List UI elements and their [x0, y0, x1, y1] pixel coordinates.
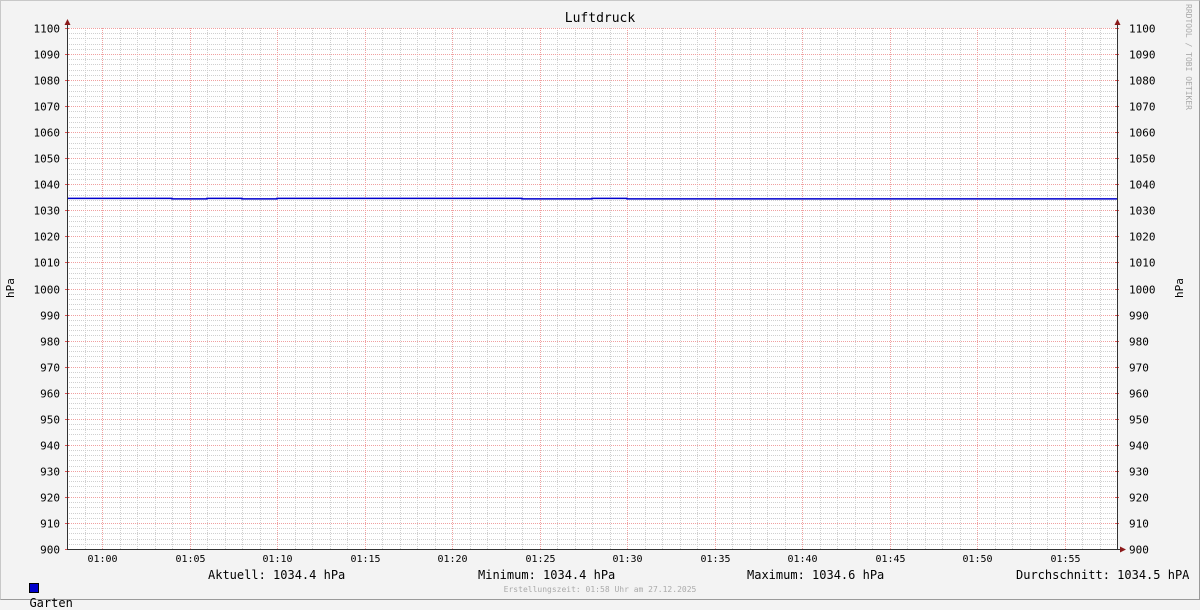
y-tick-label: 1020 [34, 231, 61, 244]
legend-current: Aktuell: 1034.4 hPa [208, 568, 346, 582]
y-tick-label: 920 [40, 492, 60, 505]
y-tick-label: 980 [40, 336, 60, 349]
x-tick-label: 01:35 [700, 554, 730, 565]
x-tick-label: 01:30 [612, 554, 642, 565]
y-tick-label-right: 970 [1129, 362, 1149, 375]
y-tick-label: 990 [40, 310, 60, 323]
y-tick-label-right: 1030 [1129, 205, 1156, 218]
y-tick-label: 1010 [34, 257, 61, 270]
y-tick-label-right: 990 [1129, 310, 1149, 323]
y-tick-label-right: 930 [1129, 466, 1149, 479]
y-axis-label: hPa [4, 278, 17, 298]
y-tick-label-right: 1040 [1129, 179, 1156, 192]
y-tick-label: 940 [40, 440, 60, 453]
y-tick-label: 1040 [34, 179, 61, 192]
y-tick-label-right: 1100 [1129, 23, 1156, 36]
y-tick-label-right: 980 [1129, 336, 1149, 349]
y-tick-label: 1000 [34, 284, 61, 297]
x-tick-label: 01:50 [962, 554, 992, 565]
y-tick-label-right: 1010 [1129, 257, 1156, 270]
y-tick-label: 910 [40, 518, 60, 531]
y-tick-label-right: 900 [1129, 544, 1149, 557]
y-tick-label-right: 940 [1129, 440, 1149, 453]
y-tick-label: 970 [40, 362, 60, 375]
x-tick-label: 01:45 [875, 554, 905, 565]
y-tick-label-right: 1080 [1129, 75, 1156, 88]
y-tick-label: 950 [40, 414, 60, 427]
x-tick-label: 01:20 [437, 554, 467, 565]
y-axis-label-right: hPa [1173, 278, 1186, 298]
y-tick-label-right: 1090 [1129, 49, 1156, 62]
y-tick-label: 930 [40, 466, 60, 479]
y-tick-label: 1030 [34, 205, 61, 218]
legend-label: Garten [29, 596, 73, 610]
legend-swatch [29, 583, 40, 593]
y-tick-label: 1080 [34, 75, 61, 88]
y-tick-label: 1060 [34, 127, 61, 140]
legend-minimum: Minimum: 1034.4 hPa [478, 568, 616, 582]
y-tick-label: 1100 [34, 23, 61, 36]
y-tick-label-right: 1060 [1129, 127, 1156, 140]
y-tick-label: 960 [40, 388, 60, 401]
watermark: RRDTOOL / TOBI OETIKER [1184, 4, 1193, 110]
x-tick-label: 01:05 [175, 554, 205, 565]
legend-maximum: Maximum: 1034.6 hPa [747, 568, 885, 582]
x-tick-label: 01:10 [262, 554, 292, 565]
x-tick-label: 01:40 [787, 554, 817, 565]
series-line-garten [67, 197, 1117, 200]
y-tick-label-right: 1000 [1129, 284, 1156, 297]
y-tick-label-right: 910 [1129, 518, 1149, 531]
y-axis-right-arrow-icon [1114, 19, 1121, 25]
y-tick-label-right: 1020 [1129, 231, 1156, 244]
x-tick-label: 01:15 [350, 554, 380, 565]
y-tick-label-right: 950 [1129, 414, 1149, 427]
y-tick-label-right: 960 [1129, 388, 1149, 401]
y-axis-arrow-icon [64, 19, 71, 25]
y-tick-label: 900 [40, 544, 60, 557]
legend-average: Durchschnitt: 1034.5 hPA [1016, 568, 1190, 582]
x-tick-label: 01:25 [525, 554, 555, 565]
x-tick-label: 01:55 [1050, 554, 1080, 565]
y-tick-label-right: 920 [1129, 492, 1149, 505]
y-tick-label-right: 1050 [1129, 153, 1156, 166]
y-tick-label: 1070 [34, 101, 61, 114]
y-tick-label: 1050 [34, 153, 61, 166]
x-axis-arrow-icon [1120, 546, 1126, 553]
x-tick-label: 01:00 [87, 554, 117, 565]
chart-title: Luftdruck [564, 11, 636, 26]
y-tick-label-right: 1070 [1129, 101, 1156, 114]
footer-timestamp: Erstellungszeit: 01:58 Uhr am 27.12.2025 [503, 585, 697, 594]
y-tick-label: 1090 [34, 49, 61, 62]
